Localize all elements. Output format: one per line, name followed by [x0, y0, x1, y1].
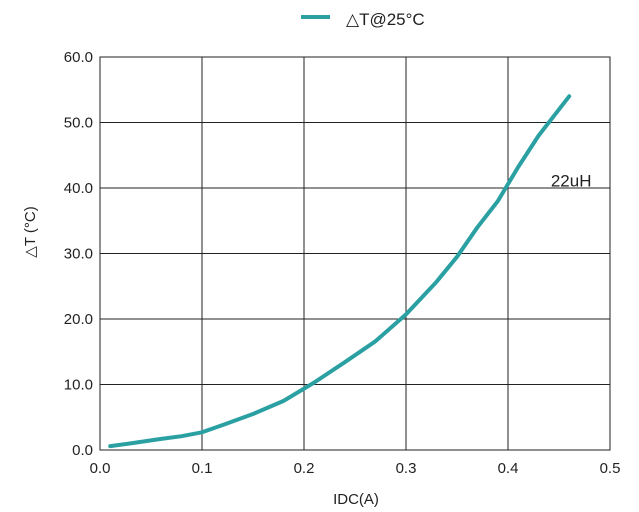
x-tick-label: 0.2 [294, 460, 315, 477]
grid [99, 56, 611, 451]
legend-label: △T@25°C [346, 10, 425, 29]
x-tick-label: 0.5 [600, 460, 621, 477]
legend: △T@25°C [301, 10, 425, 29]
x-tick-label: 0.3 [396, 460, 417, 477]
x-axis-label: IDC(A) [333, 491, 379, 508]
y-axis-label: △T (°C) [22, 206, 39, 257]
y-tick-label: 0.0 [72, 442, 93, 459]
y-tick-label: 40.0 [64, 180, 93, 197]
x-tick-label: 0.0 [90, 460, 111, 477]
annotation-label: 22uH [551, 172, 592, 191]
y-tick-label: 30.0 [64, 246, 93, 263]
y-tick-label: 50.0 [64, 115, 93, 132]
x-axis-ticks: 0.0 0.1 0.2 0.3 0.4 0.5 [90, 460, 621, 477]
x-tick-label: 0.4 [498, 460, 519, 477]
y-tick-label: 60.0 [64, 49, 93, 66]
y-axis-ticks: 0.0 10.0 20.0 30.0 40.0 50.0 60.0 [64, 49, 93, 459]
y-tick-label: 20.0 [64, 311, 93, 328]
x-tick-label: 0.1 [192, 460, 213, 477]
plot-frame [99, 56, 611, 451]
series-line [108, 94, 572, 449]
series-layer [108, 94, 572, 449]
annotation-layer: 22uH [551, 172, 592, 191]
y-tick-label: 10.0 [64, 377, 93, 394]
